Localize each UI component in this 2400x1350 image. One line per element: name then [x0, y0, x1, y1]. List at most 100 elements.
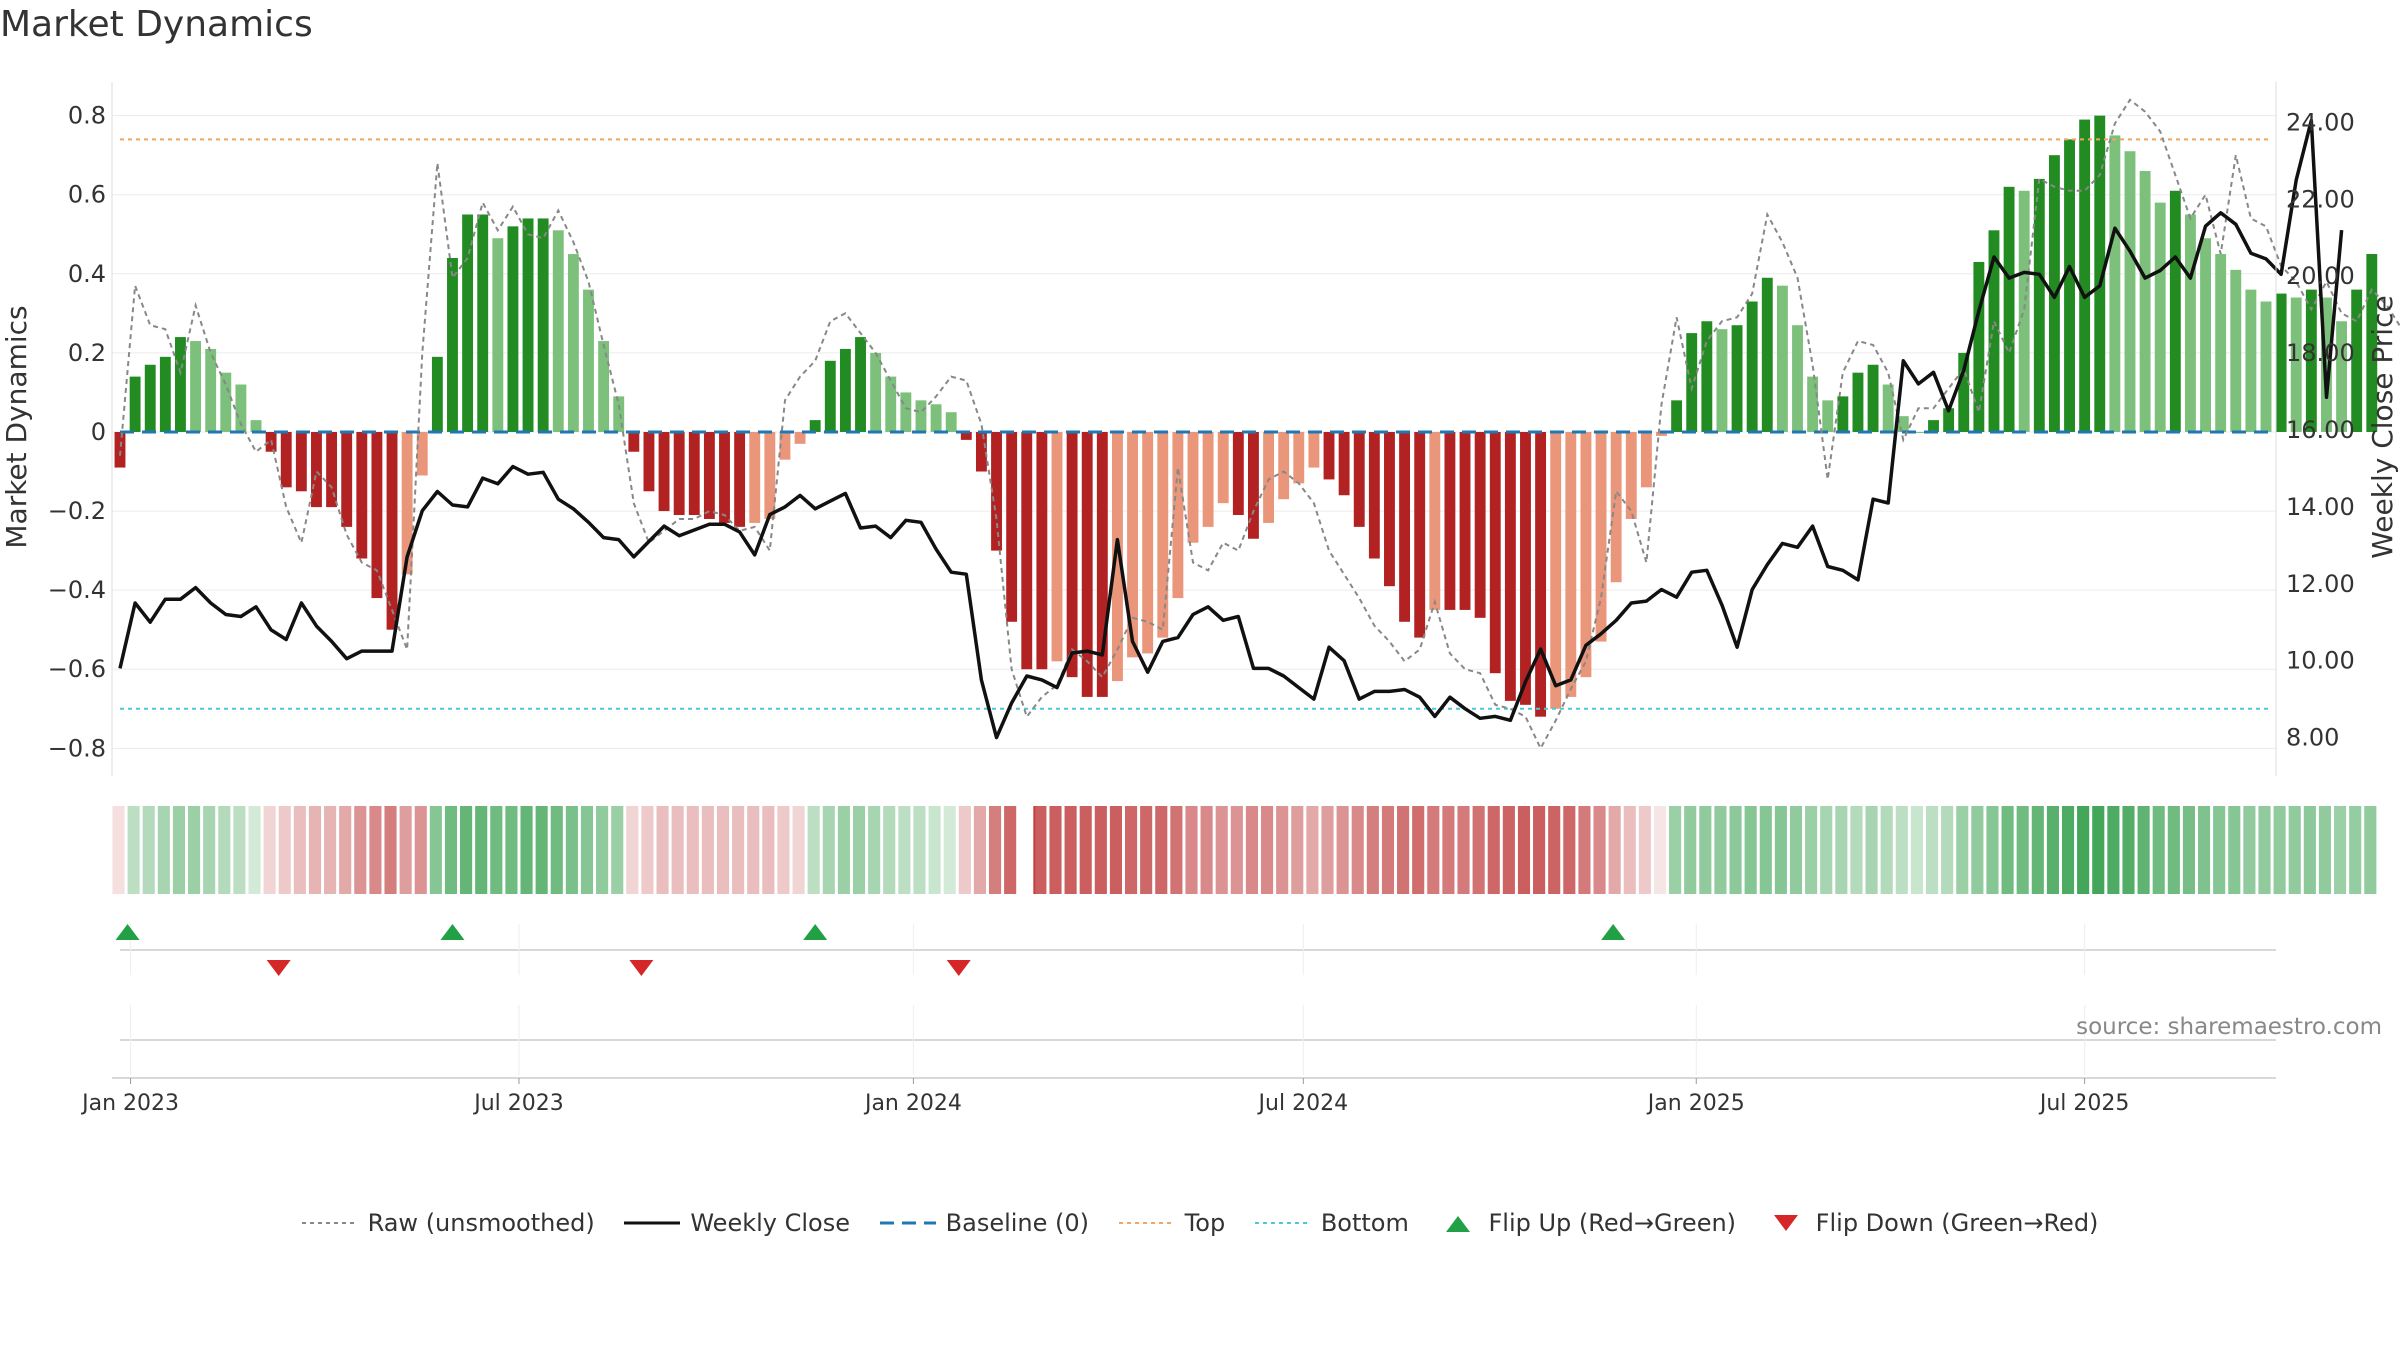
- regime-band-cell: [1729, 806, 1742, 894]
- regime-band-cell: [1669, 806, 1682, 894]
- bar: [598, 341, 610, 432]
- chart-title: Market Dynamics: [0, 4, 313, 45]
- bar: [114, 431, 126, 468]
- bar: [1187, 431, 1199, 543]
- bar: [2230, 269, 2242, 432]
- bar: [552, 230, 564, 432]
- regime-band-cell: [1956, 806, 1969, 894]
- regime-band-cell: [142, 806, 155, 894]
- bar: [1595, 431, 1607, 642]
- regime-band-cell: [1109, 806, 1122, 894]
- bar: [1792, 325, 1803, 432]
- bar: [1172, 431, 1184, 599]
- x-tick-label: Jan 2024: [863, 1091, 962, 1116]
- bar: [779, 431, 791, 460]
- legend-bottom: Bottom: [1254, 1209, 1409, 1237]
- bar: [1625, 431, 1637, 519]
- bar: [1550, 431, 1562, 709]
- regime-band-cell: [1578, 806, 1591, 894]
- regime-band-cell: [414, 806, 427, 894]
- regime-band-cell: [1397, 806, 1410, 894]
- bar: [1036, 431, 1048, 670]
- raw-series-line: [119, 98, 2400, 751]
- bars-layer: [114, 115, 2378, 717]
- bar: [1278, 431, 1290, 500]
- bar: [1429, 431, 1441, 610]
- bar: [1988, 230, 2000, 432]
- regime-band-cell: [2122, 806, 2135, 894]
- regime-band-cell: [596, 806, 609, 894]
- regime-band-cell: [2288, 806, 2301, 894]
- regime-band-cell: [1880, 806, 1893, 894]
- regime-band-cell: [626, 806, 639, 894]
- bar: [2124, 151, 2136, 432]
- bar: [144, 364, 156, 432]
- regime-band-cell: [1593, 806, 1606, 894]
- regime-band-cell: [792, 806, 805, 894]
- bottom-line-swatch: [1254, 1222, 1311, 1224]
- regime-band-cell: [2152, 806, 2165, 894]
- bar: [1852, 372, 1864, 432]
- y-left-tick-label: 0.6: [68, 181, 106, 209]
- bar: [719, 431, 730, 523]
- regime-band-cell: [1004, 806, 1017, 894]
- bar: [1776, 285, 1788, 432]
- regime-band-cell: [852, 806, 866, 894]
- regime-band-cell: [1033, 806, 1036, 894]
- regime-band-cell: [1714, 806, 1727, 894]
- bar: [1232, 431, 1244, 516]
- regime-band-cell: [308, 806, 322, 894]
- bar: [2260, 301, 2272, 432]
- regime-band-cell: [1895, 806, 1908, 894]
- bar: [507, 226, 519, 432]
- flip-up-icon: [1446, 1216, 1471, 1232]
- regime-band-cell: [671, 806, 684, 894]
- bar: [1837, 396, 1849, 432]
- bar: [900, 392, 912, 432]
- bar: [1489, 431, 1501, 674]
- bar: [1021, 431, 1033, 670]
- regime-band-cell: [1608, 806, 1621, 894]
- bar: [1504, 431, 1516, 701]
- regime-band-cell: [1789, 806, 1803, 894]
- y-left-tick-label: 0.4: [68, 260, 106, 288]
- regime-band-cell: [1245, 806, 1259, 894]
- bar: [991, 431, 1002, 551]
- regime-band-cell: [1774, 806, 1787, 894]
- regime-band-cell: [2092, 806, 2105, 894]
- regime-band-cell: [1230, 806, 1243, 894]
- bar: [870, 352, 882, 432]
- regime-band-cell: [1185, 806, 1198, 894]
- bar: [1912, 431, 1924, 433]
- y-right-tick-label: 14.00: [2286, 493, 2355, 521]
- bar: [1610, 431, 1622, 583]
- bar: [1580, 431, 1592, 678]
- bar: [416, 431, 428, 476]
- y-right-tick-label: 22.00: [2286, 185, 2355, 213]
- regime-band-cell: [943, 806, 956, 894]
- regime-band-cell: [1336, 806, 1349, 894]
- baseline-swatch: [879, 1221, 936, 1225]
- bar: [1958, 352, 1970, 432]
- regime-band-cell: [1865, 806, 1878, 894]
- bar: [1142, 431, 1154, 654]
- y-axis-right-label: Weekly Close Price: [2366, 295, 2399, 558]
- legend-bottom-label: Bottom: [1320, 1209, 1409, 1237]
- regime-band-cell: [1517, 806, 1531, 894]
- bar: [2215, 254, 2227, 432]
- regime-band-cell: [324, 806, 337, 894]
- flip-up-marker: [115, 924, 140, 940]
- close-line-swatch: [624, 1221, 681, 1225]
- regime-band-cell: [339, 806, 352, 894]
- bar: [839, 348, 851, 432]
- bar: [960, 431, 972, 440]
- bar: [311, 431, 322, 508]
- bar: [2366, 254, 2378, 432]
- regime-band-cell: [2228, 806, 2241, 894]
- regime-band-cell: [2303, 806, 2316, 894]
- weekly-close-line: [118, 118, 2344, 740]
- bar: [2018, 190, 2030, 432]
- regime-band-cell: [1744, 806, 1757, 894]
- legend-baseline-label: Baseline (0): [945, 1209, 1090, 1237]
- y-right-tick-label: 10.00: [2286, 647, 2355, 675]
